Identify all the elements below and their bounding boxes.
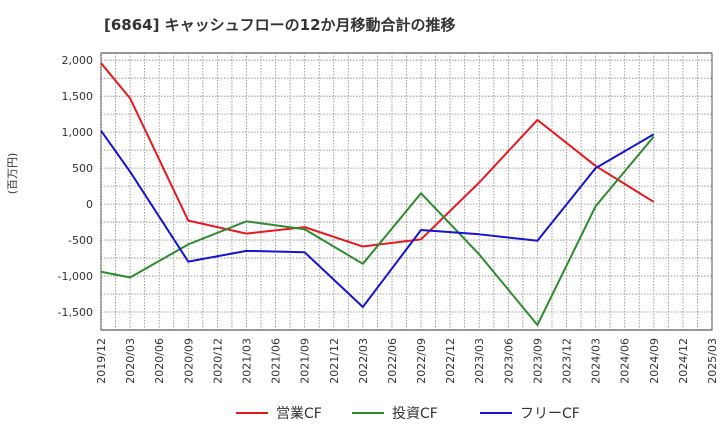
x-tick-label: 2020/09 — [182, 338, 195, 384]
x-tick-label: 2023/03 — [473, 338, 486, 384]
y-tick-label: -1,000 — [58, 270, 93, 283]
x-tick-label: 2024/03 — [590, 338, 603, 384]
chart-title: [6864] キャッシュフローの12か月移動合計の推移 — [104, 16, 456, 34]
y-axis-label: (百万円) — [6, 153, 19, 195]
x-tick-label: 2023/09 — [531, 338, 544, 384]
x-tick-label: 2020/03 — [124, 338, 137, 384]
series-line-3 — [100, 130, 655, 308]
y-tick-label: 1,000 — [62, 126, 94, 139]
x-tick-label: 2024/06 — [619, 338, 632, 384]
y-tick-label: 0 — [86, 198, 93, 211]
x-tick-label: 2021/09 — [299, 338, 312, 384]
legend-label-3: フリーCF — [520, 406, 580, 422]
legend: 営業CF 投資CF フリーCF — [236, 406, 580, 422]
x-tick-label: 2021/06 — [270, 338, 283, 384]
x-tick-label: 2022/03 — [357, 338, 370, 384]
y-tick-label: 500 — [72, 162, 93, 175]
y-tick-label: -1,500 — [58, 306, 93, 319]
x-tick-label: 2024/09 — [648, 338, 661, 384]
y-tick-label: 2,000 — [62, 54, 94, 67]
x-tick-label: 2020/06 — [153, 338, 166, 384]
series-line-2 — [100, 135, 655, 326]
x-tick-label: 2022/06 — [386, 338, 399, 384]
x-tick-label: 2024/12 — [677, 338, 690, 384]
legend-label-1: 営業CF — [276, 406, 322, 422]
y-tick-label: -500 — [68, 234, 93, 247]
x-tick-label: 2022/12 — [444, 338, 457, 384]
x-tick-label: 2023/12 — [561, 338, 574, 384]
x-tick-label: 2021/12 — [328, 338, 341, 384]
x-tick-label: 2020/12 — [211, 338, 224, 384]
x-tick-label: 2021/03 — [240, 338, 253, 384]
series — [100, 62, 655, 326]
series-line-1 — [100, 62, 655, 248]
x-tick-label: 2019/12 — [95, 338, 108, 384]
axes: 2,000 1,500 1,000 500 0 -500 -1,000 -1,500 2019/… — [58, 54, 719, 384]
x-tick-label: 2022/09 — [415, 338, 428, 384]
legend-label-2: 投資CF — [392, 406, 438, 422]
x-tick-label: 2025/03 — [706, 338, 719, 384]
y-tick-label: 1,500 — [62, 90, 94, 103]
x-tick-label: 2023/06 — [502, 338, 515, 384]
grid — [100, 52, 713, 331]
